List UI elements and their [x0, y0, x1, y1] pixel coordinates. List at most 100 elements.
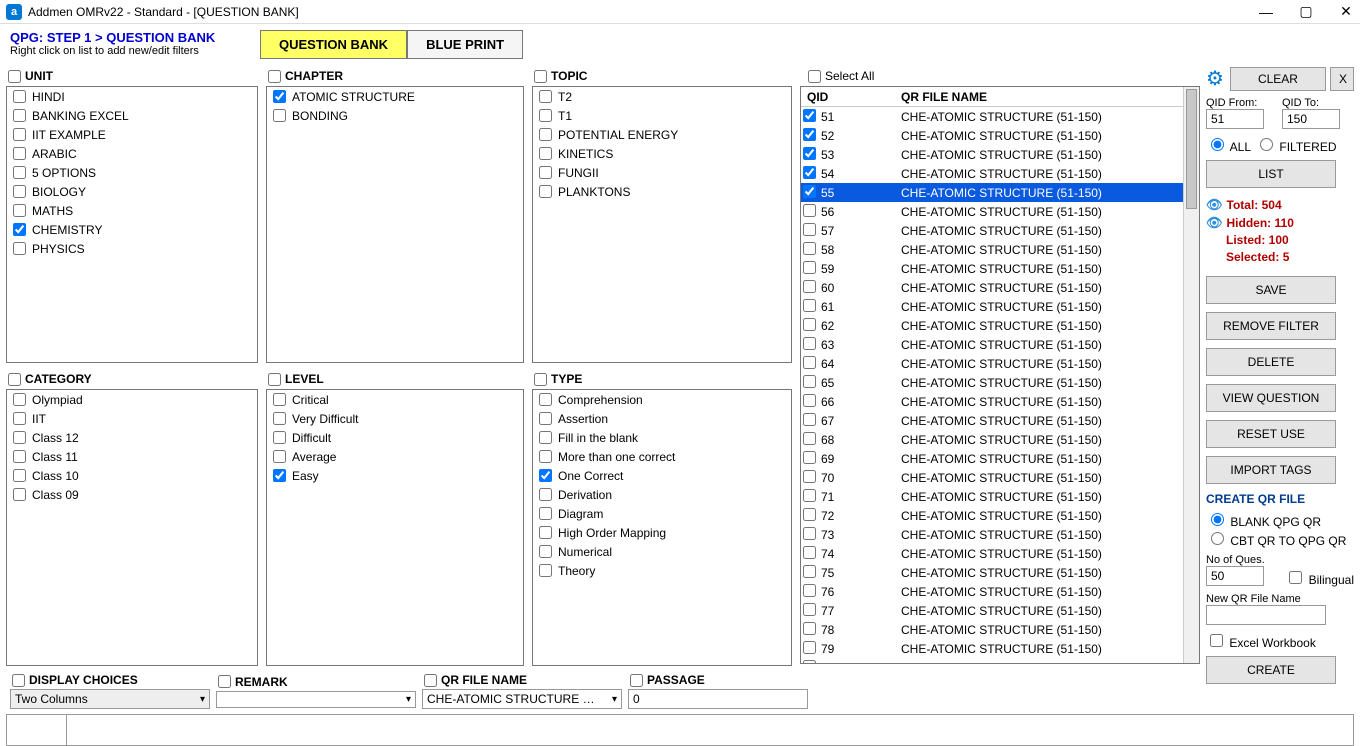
qid-row-checkbox[interactable] — [803, 508, 816, 521]
delete-button[interactable]: DELETE — [1206, 348, 1336, 376]
qid-row[interactable]: 74CHE-ATOMIC STRUCTURE (51-150) — [801, 544, 1183, 563]
unit-item[interactable]: CHEMISTRY — [7, 220, 257, 239]
qid-to-input[interactable] — [1282, 109, 1340, 129]
qid-row-checkbox[interactable] — [803, 242, 816, 255]
filtered-radio[interactable] — [1260, 138, 1273, 151]
category-item-checkbox[interactable] — [13, 450, 26, 463]
qid-row-checkbox[interactable] — [803, 565, 816, 578]
topic-item-checkbox[interactable] — [539, 185, 552, 198]
remove-filter-button[interactable]: REMOVE FILTER — [1206, 312, 1336, 340]
remark-checkbox[interactable] — [218, 675, 231, 688]
topic-item-checkbox[interactable] — [539, 109, 552, 122]
type-item[interactable]: High Order Mapping — [533, 523, 791, 542]
level-item[interactable]: Difficult — [267, 428, 523, 447]
qid-row-checkbox[interactable] — [803, 394, 816, 407]
qid-row[interactable]: 80CHE-ATOMIC STRUCTURE (51-150) — [801, 658, 1183, 663]
type-item[interactable]: Fill in the blank — [533, 428, 791, 447]
type-item-checkbox[interactable] — [539, 412, 552, 425]
type-item[interactable]: Comprehension — [533, 390, 791, 409]
passage-input[interactable] — [628, 689, 808, 709]
reset-use-button[interactable]: RESET USE — [1206, 420, 1336, 448]
qid-row[interactable]: 63CHE-ATOMIC STRUCTURE (51-150) — [801, 335, 1183, 354]
chapter-select-all[interactable] — [268, 70, 281, 83]
bilingual-label[interactable]: Bilingual — [1285, 568, 1354, 587]
blank-qpg-label[interactable]: BLANK QPG QR — [1206, 515, 1321, 529]
qid-row[interactable]: 78CHE-ATOMIC STRUCTURE (51-150) — [801, 620, 1183, 639]
unit-item-checkbox[interactable] — [13, 147, 26, 160]
gear-icon[interactable]: ⚙ — [1206, 66, 1224, 91]
excel-wb-checkbox[interactable] — [1210, 634, 1223, 647]
remark-combo[interactable]: ▾ — [216, 691, 416, 708]
qid-scrollbar[interactable] — [1183, 87, 1199, 663]
excel-wb-label[interactable]: Excel Workbook — [1206, 636, 1316, 650]
qid-row[interactable]: 58CHE-ATOMIC STRUCTURE (51-150) — [801, 240, 1183, 259]
unit-item[interactable]: HINDI — [7, 87, 257, 106]
level-select-all[interactable] — [268, 373, 281, 386]
unit-item-checkbox[interactable] — [13, 204, 26, 217]
category-item[interactable]: IIT — [7, 409, 257, 428]
qid-row-checkbox[interactable] — [803, 166, 816, 179]
qid-row[interactable]: 75CHE-ATOMIC STRUCTURE (51-150) — [801, 563, 1183, 582]
qid-row[interactable]: 67CHE-ATOMIC STRUCTURE (51-150) — [801, 411, 1183, 430]
view-question-button[interactable]: VIEW QUESTION — [1206, 384, 1336, 412]
type-item-checkbox[interactable] — [539, 450, 552, 463]
unit-select-all[interactable] — [8, 70, 21, 83]
chapter-item[interactable]: ATOMIC STRUCTURE — [267, 87, 523, 106]
unit-item[interactable]: IIT EXAMPLE — [7, 125, 257, 144]
unit-item-checkbox[interactable] — [13, 185, 26, 198]
all-radio-label[interactable]: ALL — [1206, 135, 1251, 154]
chapter-item-checkbox[interactable] — [273, 109, 286, 122]
qid-row[interactable]: 60CHE-ATOMIC STRUCTURE (51-150) — [801, 278, 1183, 297]
type-item[interactable]: Diagram — [533, 504, 791, 523]
category-list[interactable]: OlympiadIITClass 12Class 11Class 10Class… — [6, 389, 258, 666]
qid-row-checkbox[interactable] — [803, 489, 816, 502]
minimize-icon[interactable]: — — [1258, 4, 1274, 20]
qid-row[interactable]: 53CHE-ATOMIC STRUCTURE (51-150) — [801, 145, 1183, 164]
category-item[interactable]: Class 09 — [7, 485, 257, 504]
qid-row[interactable]: 65CHE-ATOMIC STRUCTURE (51-150) — [801, 373, 1183, 392]
close-panel-button[interactable]: X — [1330, 67, 1354, 91]
qid-row-checkbox[interactable] — [803, 223, 816, 236]
qid-row-checkbox[interactable] — [803, 280, 816, 293]
category-select-all[interactable] — [8, 373, 21, 386]
qid-row[interactable]: 57CHE-ATOMIC STRUCTURE (51-150) — [801, 221, 1183, 240]
qid-row[interactable]: 76CHE-ATOMIC STRUCTURE (51-150) — [801, 582, 1183, 601]
category-item[interactable]: Class 10 — [7, 466, 257, 485]
level-list[interactable]: CriticalVery DifficultDifficultAverageEa… — [266, 389, 524, 666]
topic-item-checkbox[interactable] — [539, 166, 552, 179]
tab-blue-print[interactable]: BLUE PRINT — [407, 30, 523, 59]
qid-row[interactable]: 79CHE-ATOMIC STRUCTURE (51-150) — [801, 639, 1183, 658]
blank-qpg-radio[interactable] — [1211, 513, 1224, 526]
maximize-icon[interactable]: ▢ — [1298, 4, 1314, 20]
qid-row-checkbox[interactable] — [803, 451, 816, 464]
qid-row[interactable]: 69CHE-ATOMIC STRUCTURE (51-150) — [801, 449, 1183, 468]
qrfile-combo[interactable]: CHE-ATOMIC STRUCTURE (51-150)▾ — [422, 689, 622, 709]
category-item-checkbox[interactable] — [13, 393, 26, 406]
topic-item[interactable]: T1 — [533, 106, 791, 125]
qid-row-checkbox[interactable] — [803, 660, 816, 664]
level-item[interactable]: Critical — [267, 390, 523, 409]
qid-row[interactable]: 55CHE-ATOMIC STRUCTURE (51-150) — [801, 183, 1183, 202]
create-button[interactable]: CREATE — [1206, 656, 1336, 684]
unit-item-checkbox[interactable] — [13, 166, 26, 179]
level-item-checkbox[interactable] — [273, 469, 286, 482]
qid-row-checkbox[interactable] — [803, 204, 816, 217]
qid-row[interactable]: 71CHE-ATOMIC STRUCTURE (51-150) — [801, 487, 1183, 506]
list-button[interactable]: LIST — [1206, 160, 1336, 188]
qid-row-checkbox[interactable] — [803, 413, 816, 426]
qid-row[interactable]: 70CHE-ATOMIC STRUCTURE (51-150) — [801, 468, 1183, 487]
level-item-checkbox[interactable] — [273, 450, 286, 463]
qid-row[interactable]: 61CHE-ATOMIC STRUCTURE (51-150) — [801, 297, 1183, 316]
qid-row[interactable]: 72CHE-ATOMIC STRUCTURE (51-150) — [801, 506, 1183, 525]
topic-item[interactable]: KINETICS — [533, 144, 791, 163]
level-item-checkbox[interactable] — [273, 412, 286, 425]
qid-row[interactable]: 54CHE-ATOMIC STRUCTURE (51-150) — [801, 164, 1183, 183]
topic-item-checkbox[interactable] — [539, 147, 552, 160]
save-button[interactable]: SAVE — [1206, 276, 1336, 304]
type-item[interactable]: Derivation — [533, 485, 791, 504]
level-item-checkbox[interactable] — [273, 393, 286, 406]
qid-row[interactable]: 73CHE-ATOMIC STRUCTURE (51-150) — [801, 525, 1183, 544]
chapter-item[interactable]: BONDING — [267, 106, 523, 125]
unit-item[interactable]: BIOLOGY — [7, 182, 257, 201]
type-item-checkbox[interactable] — [539, 526, 552, 539]
